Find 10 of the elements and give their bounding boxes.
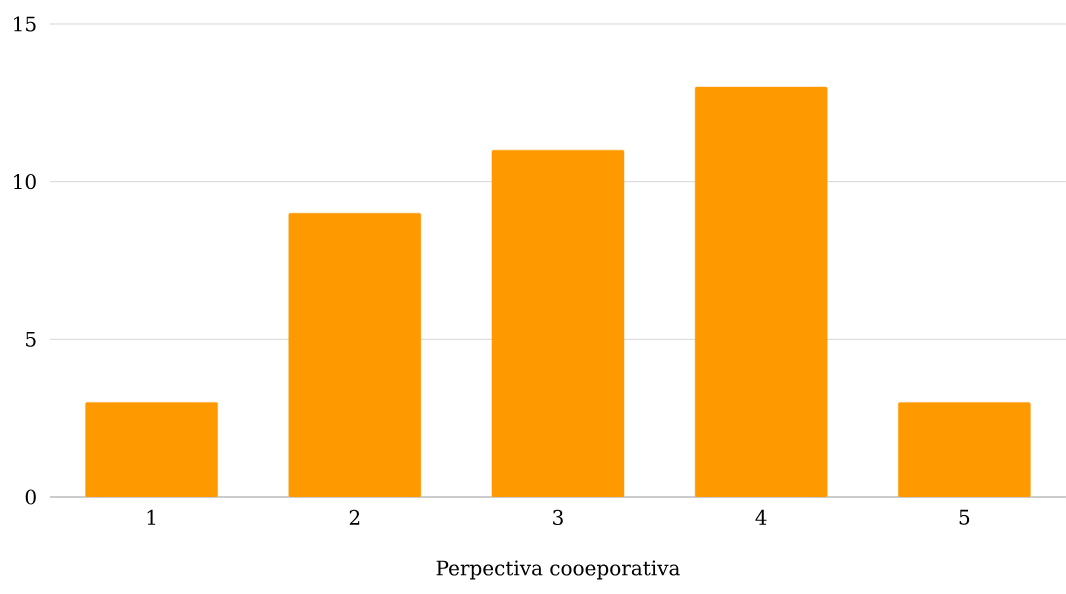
x-tick-label: 4 bbox=[755, 509, 767, 525]
x-tick-label: 5 bbox=[959, 509, 970, 525]
y-tick-label: 5 bbox=[26, 331, 36, 347]
x-tick-label: 1 bbox=[147, 509, 156, 525]
x-tick-label: 3 bbox=[553, 509, 563, 525]
y-tick-label: 10 bbox=[14, 174, 36, 190]
y-tick-label: 15 bbox=[14, 16, 36, 32]
x-axis-title: Perpectiva cooeporativa bbox=[436, 560, 680, 580]
x-tick-label: 2 bbox=[349, 509, 360, 525]
y-tick-label: 0 bbox=[25, 489, 36, 505]
